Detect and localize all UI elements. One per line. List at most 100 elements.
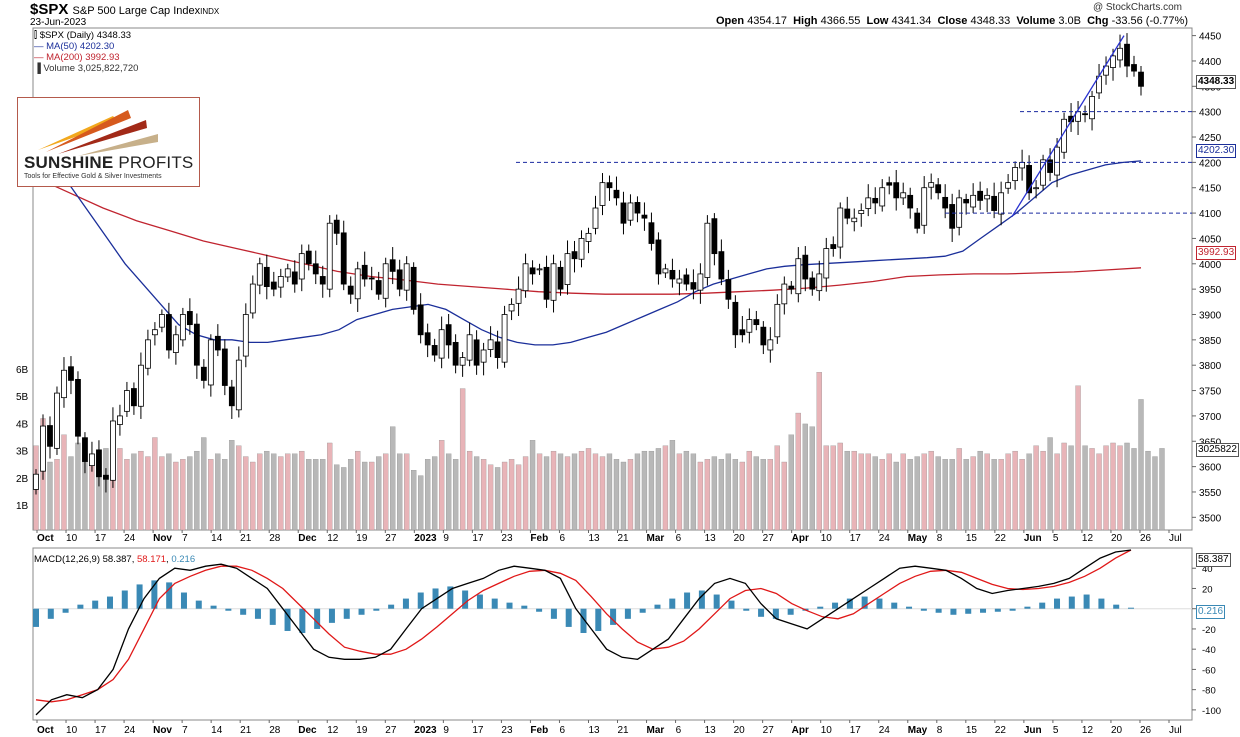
- volume-bar: [1145, 450, 1151, 531]
- volume-bar: [1033, 445, 1039, 531]
- price-tick-label: 4250: [1199, 133, 1222, 144]
- volume-bar: [383, 453, 389, 531]
- x-tick-label: Feb: [530, 533, 548, 544]
- candle-body: [242, 314, 249, 357]
- candle-body: [865, 197, 872, 209]
- volume-bar: [173, 461, 179, 531]
- x-tick-label: Mar: [647, 725, 665, 736]
- x-tick-label: Jun: [1024, 533, 1042, 544]
- macd-hist-bar: [521, 605, 528, 609]
- x-tick-label: 17: [472, 533, 484, 544]
- macd-hist-bar: [106, 596, 113, 609]
- volume-bar: [480, 459, 487, 531]
- candle-body: [1026, 165, 1033, 194]
- x-tick-label: May: [908, 533, 928, 544]
- candle-body: [900, 192, 907, 199]
- x-tick-label: 23: [501, 533, 513, 544]
- x-tick-label: 17: [472, 725, 484, 736]
- price-tick-label: 4000: [1199, 260, 1222, 271]
- candle-body: [389, 259, 396, 272]
- legend-macd: MACD(12,26,9) 58.387, 58.171, 0.216: [34, 554, 196, 565]
- candle-body: [508, 303, 515, 312]
- candle-body: [641, 214, 648, 219]
- volume-bar: [956, 448, 962, 531]
- volume-bar: [879, 459, 885, 531]
- volume-bar: [152, 437, 158, 531]
- volume-bar: [145, 456, 151, 531]
- x-tick-label: Oct: [37, 725, 54, 736]
- candle-body: [319, 276, 326, 285]
- volume-bar: [760, 459, 766, 531]
- candle-body: [935, 184, 942, 194]
- macd-hist-bar: [254, 608, 261, 619]
- volume-bar: [970, 456, 976, 531]
- candle-body: [47, 425, 53, 447]
- macd-hist-bar: [476, 594, 483, 609]
- volume-bar: [278, 456, 284, 531]
- macd-hist-bar: [373, 608, 380, 611]
- legend-volume: ▐ Volume 3,025,822,720: [34, 63, 139, 74]
- volume-bar: [264, 450, 270, 531]
- volume-bar: [865, 453, 871, 531]
- volume-bar: [75, 442, 81, 531]
- candle-body: [928, 182, 935, 188]
- macd-hist-bar: [935, 608, 942, 613]
- candle-body: [186, 311, 193, 326]
- volume-bar: [376, 456, 382, 531]
- candle-body: [718, 251, 725, 280]
- candle-body: [550, 263, 557, 301]
- volume-bar: [459, 388, 466, 531]
- x-tick-label: 5: [1053, 533, 1059, 544]
- candle-body: [403, 263, 410, 291]
- candle-body: [991, 195, 998, 211]
- volume-bar: [487, 464, 494, 531]
- price-tag: 4348.33: [1196, 75, 1237, 89]
- volume-tick-label: 3B: [16, 447, 29, 458]
- candle-body: [725, 279, 732, 300]
- candle-body: [291, 271, 298, 285]
- x-tick-label: Jul: [1169, 725, 1182, 736]
- volume-bar: [124, 459, 130, 531]
- volume-bar: [641, 450, 648, 531]
- macd-hist-bar: [151, 580, 158, 609]
- candle-body: [739, 329, 746, 336]
- candle-body: [501, 314, 508, 363]
- x-tick-label: 10: [821, 533, 833, 544]
- macd-hist-bar: [328, 608, 335, 623]
- symbol-name: S&P 500 Large Cap Index: [72, 5, 201, 17]
- volume-bar: [830, 445, 836, 531]
- macd-hist-bar: [536, 608, 543, 612]
- volume-bar: [1110, 442, 1116, 531]
- macd-hist-bar: [906, 606, 913, 609]
- x-tick-label: 7: [182, 725, 188, 736]
- candle-body: [578, 238, 585, 260]
- candle-body: [340, 232, 347, 285]
- x-tick-label: 23: [501, 725, 513, 736]
- volume-bar: [809, 426, 815, 531]
- ma50-tag: 4202.30: [1196, 144, 1237, 158]
- volume-bar: [599, 456, 606, 531]
- candle-body: [998, 192, 1005, 215]
- candle-body: [907, 194, 914, 209]
- macd-hist-bar: [920, 608, 927, 611]
- volume-bar: [334, 464, 340, 531]
- macd-hist-bar: [787, 608, 794, 615]
- x-tick-label: 20: [734, 725, 746, 736]
- candle-body: [124, 390, 130, 412]
- price-tick-label: 3900: [1199, 310, 1222, 321]
- candle-body: [396, 269, 403, 290]
- macd-hist-bar: [210, 605, 217, 609]
- volume-bar: [285, 453, 291, 531]
- price-candles: [33, 33, 1144, 495]
- candle-body: [54, 392, 60, 449]
- volume-bar: [201, 437, 207, 531]
- x-tick-label: 20: [734, 533, 746, 544]
- candle-body: [690, 282, 697, 290]
- candle-body: [96, 449, 102, 478]
- price-tick-label: 4150: [1199, 184, 1222, 195]
- price-tick-label: 3500: [1199, 513, 1222, 524]
- candle-body: [221, 348, 228, 386]
- candle-body: [529, 267, 536, 275]
- open-value: 4354.17: [747, 15, 787, 27]
- volume-bar: [949, 459, 955, 531]
